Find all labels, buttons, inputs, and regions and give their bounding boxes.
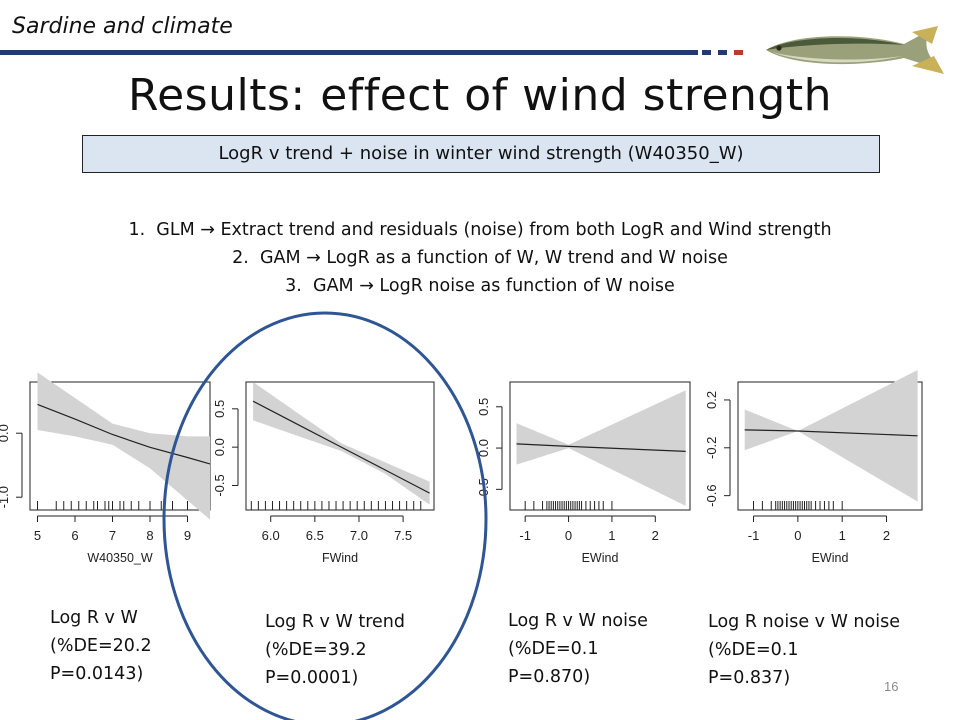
fit-line xyxy=(252,400,430,494)
method-steps: 1. GLM → Extract trend and residuals (no… xyxy=(0,216,960,300)
x-tick-label: 6.0 xyxy=(262,528,280,543)
x-axis-label: FWind xyxy=(322,551,358,565)
plot-frame xyxy=(509,381,691,511)
slide-title: Results: effect of wind strength xyxy=(128,70,832,121)
y-tick-label: -0.6 xyxy=(704,484,719,506)
caption-w-noise: Log R v W noise (%DE=0.1 P=0.870) xyxy=(508,611,648,687)
x-tick-label: 2 xyxy=(883,528,890,543)
step-item: 2. GAM → LogR as a function of W, W tren… xyxy=(232,248,728,268)
confidence-band xyxy=(253,382,430,505)
y-tick-label: 0.2 xyxy=(704,391,719,409)
rule-dash xyxy=(734,50,743,55)
x-tick-label: 7 xyxy=(109,528,116,543)
confidence-band xyxy=(744,370,918,502)
y-tick-label: -0.2 xyxy=(704,437,719,459)
y-tick-label: 0.0 xyxy=(476,439,491,457)
x-tick-label: 6 xyxy=(71,528,78,543)
x-tick-label: -1 xyxy=(519,528,531,543)
y-tick-label: -1.0 xyxy=(0,486,11,508)
x-axis-label: W40350_W xyxy=(87,551,153,565)
x-tick-label: 7.0 xyxy=(350,528,368,543)
header-rule xyxy=(0,50,698,55)
page-number: 16 xyxy=(884,679,899,694)
step-item: 3. GAM → LogR noise as function of W noi… xyxy=(285,276,675,296)
y-tick-label: 0.0 xyxy=(0,424,11,442)
plot-frame xyxy=(737,381,923,511)
x-axis-label: EWind xyxy=(812,551,849,565)
caption-w: Log R v W (%DE=20.2 P=0.0143) xyxy=(50,608,152,684)
y-tick-label: -0.5 xyxy=(212,474,227,496)
fit-line xyxy=(516,443,686,452)
rule-dash xyxy=(702,50,711,55)
x-tick-label: -1 xyxy=(748,528,760,543)
y-tick-label: 0.5 xyxy=(212,400,227,418)
caption-w-trend: Log R v W trend (%DE=39.2 P=0.0001) xyxy=(265,612,405,688)
x-tick-label: 8 xyxy=(146,528,153,543)
x-tick-label: 0 xyxy=(794,528,801,543)
x-tick-label: 6.5 xyxy=(306,528,324,543)
fit-line xyxy=(744,429,918,437)
gam-plots: 5 6 7 8 9 W40350_W -1.0 0.0 6.0 6.5 7.0 7.5 FWind -0.… xyxy=(0,370,923,565)
confidence-band xyxy=(37,372,210,520)
x-tick-label: 1 xyxy=(839,528,846,543)
x-tick-label: 1 xyxy=(608,528,615,543)
x-axis-label: EWind xyxy=(582,551,619,565)
caption-noise-v-noise: Log R noise v W noise (%DE=0.1 P=0.837) xyxy=(708,612,900,688)
section-label: Sardine and climate xyxy=(12,14,233,39)
x-tick-label: 0 xyxy=(565,528,572,543)
x-tick-label: 9 xyxy=(184,528,191,543)
y-tick-label: 0.0 xyxy=(212,438,227,456)
step-item: 1. GLM → Extract trend and residuals (no… xyxy=(128,220,832,240)
sardine-icon xyxy=(766,26,944,74)
x-tick-label: 5 xyxy=(34,528,41,543)
x-tick-label: 7.5 xyxy=(394,528,412,543)
rule-dash xyxy=(718,50,727,55)
y-tick-label: 0.5 xyxy=(476,398,491,416)
y-tick-label: -0.5 xyxy=(476,478,491,500)
x-tick-label: 2 xyxy=(652,528,659,543)
subtitle-box: LogR v trend + noise in winter wind stre… xyxy=(82,135,880,173)
